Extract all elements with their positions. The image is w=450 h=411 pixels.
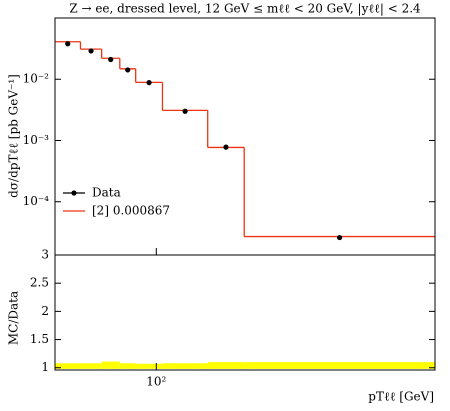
ratio-y-label: MC/Data: [7, 291, 21, 345]
legend-marker: [71, 190, 77, 196]
chart-title: Z → ee, dressed level, 12 GeV ≤ mℓℓ < 20…: [69, 2, 421, 16]
data-point: [337, 234, 343, 241]
legend-label: [2] 0.000867: [92, 204, 170, 218]
y-axis-label: dσ/dpTℓℓ [pb GeV⁻¹]: [7, 74, 21, 198]
data-point: [182, 108, 188, 114]
data-point: [125, 67, 131, 73]
data-point: [88, 48, 94, 54]
ratio-band: [101, 361, 120, 369]
ratio-band: [162, 363, 208, 369]
y-tick-label: 2.5: [30, 276, 49, 290]
ratio-band: [55, 363, 81, 369]
data-point: [108, 56, 114, 63]
panel-frame: [54, 17, 436, 256]
y-tick-label: 1: [41, 360, 49, 374]
data-point: [65, 41, 71, 47]
ratio-band: [135, 363, 163, 369]
ratio-band: [244, 362, 435, 369]
data-point: [223, 144, 229, 150]
legend-label: Data: [92, 186, 121, 200]
data-point: [146, 80, 152, 86]
y-tick-label: 10⁻⁴: [23, 194, 50, 208]
y-tick-label: 3: [41, 248, 49, 262]
ratio-band: [119, 363, 136, 369]
ratio-band: [207, 362, 245, 369]
panel-frame: [54, 254, 436, 371]
y-tick-label: 2: [41, 304, 49, 318]
y-tick-label: 1.5: [30, 332, 49, 346]
x-tick-label: 10²: [146, 375, 166, 389]
x-axis-label: pTℓℓ [GeV]: [368, 390, 434, 404]
ratio-band: [80, 363, 102, 369]
y-tick-label: 10⁻³: [23, 133, 50, 147]
y-tick-label: 10⁻²: [23, 72, 50, 86]
